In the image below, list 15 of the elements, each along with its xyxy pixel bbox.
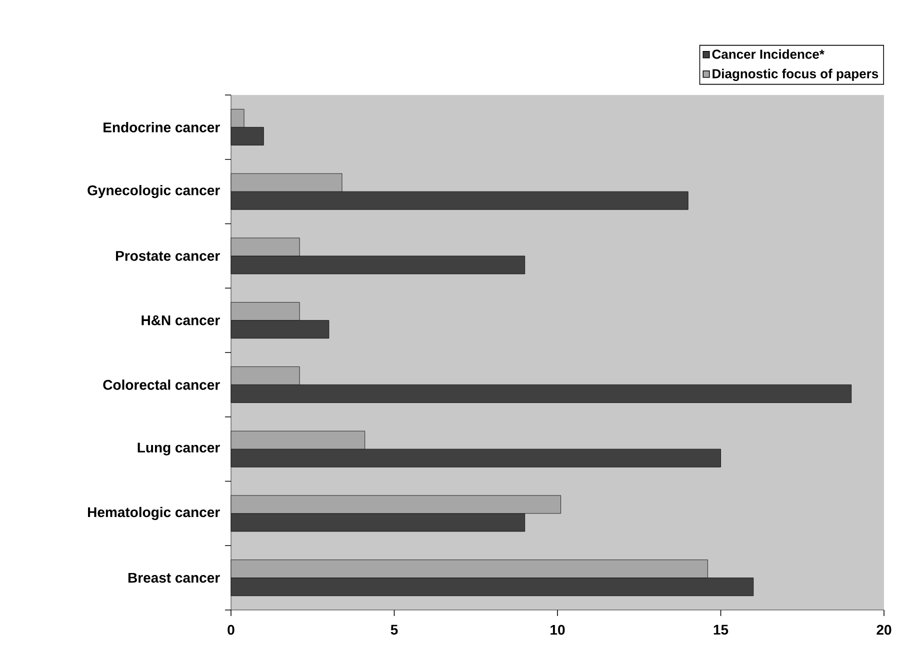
y-tick-label: Prostate cancer — [116, 251, 220, 261]
legend-label: Cancer Incidence* — [712, 49, 824, 59]
y-tick-label: Lung cancer — [138, 442, 220, 456]
x-tick-label: 20 — [876, 624, 892, 635]
y-tick-label: Colorectal cancer — [103, 380, 220, 390]
legend-label: Diagnostic focus of papers — [712, 68, 878, 81]
y-tick-label: H&N cancer — [142, 315, 220, 326]
y-tick-label: Hematologic cancer — [88, 506, 220, 520]
y-tick-label: Breast cancer — [128, 572, 220, 583]
y-tick-label: Endocrine cancer — [104, 122, 220, 132]
y-tick-label: Gynecologic cancer — [88, 185, 220, 198]
x-tick-label: 15 — [714, 624, 728, 635]
x-tick-label: 10 — [550, 624, 565, 635]
x-tick-label: 5 — [390, 624, 398, 635]
x-tick-label: 0 — [228, 624, 234, 635]
